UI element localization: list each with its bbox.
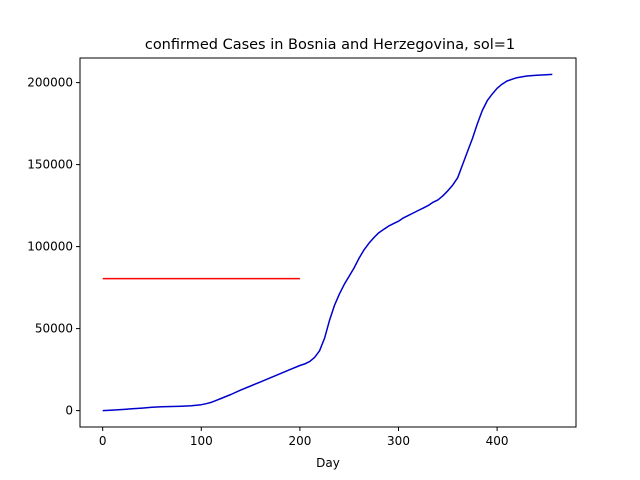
y-tick-label: 0 [65,404,73,418]
x-tick-label: 0 [99,434,107,448]
series-layer [102,73,553,412]
x-tick-label: 300 [387,434,410,448]
x-tick-label: 400 [486,434,509,448]
y-axis-ticks: 0 50000 100000 150000 200000 [27,76,80,418]
series-line-1 [102,73,553,412]
x-tick-label: 200 [288,434,311,448]
x-axis-ticks: 0 100 200 300 400 [99,427,509,448]
x-tick-label: 100 [190,434,213,448]
plot-frame [79,57,577,428]
y-tick-label: 150000 [27,158,73,172]
y-tick-label: 200000 [27,76,73,90]
y-tick-label: 50000 [35,322,73,336]
y-tick-label: 100000 [27,240,73,254]
x-axis-label: Day [316,456,340,470]
chart-title: confirmed Cases in Bosnia and Herzegovin… [145,37,515,53]
